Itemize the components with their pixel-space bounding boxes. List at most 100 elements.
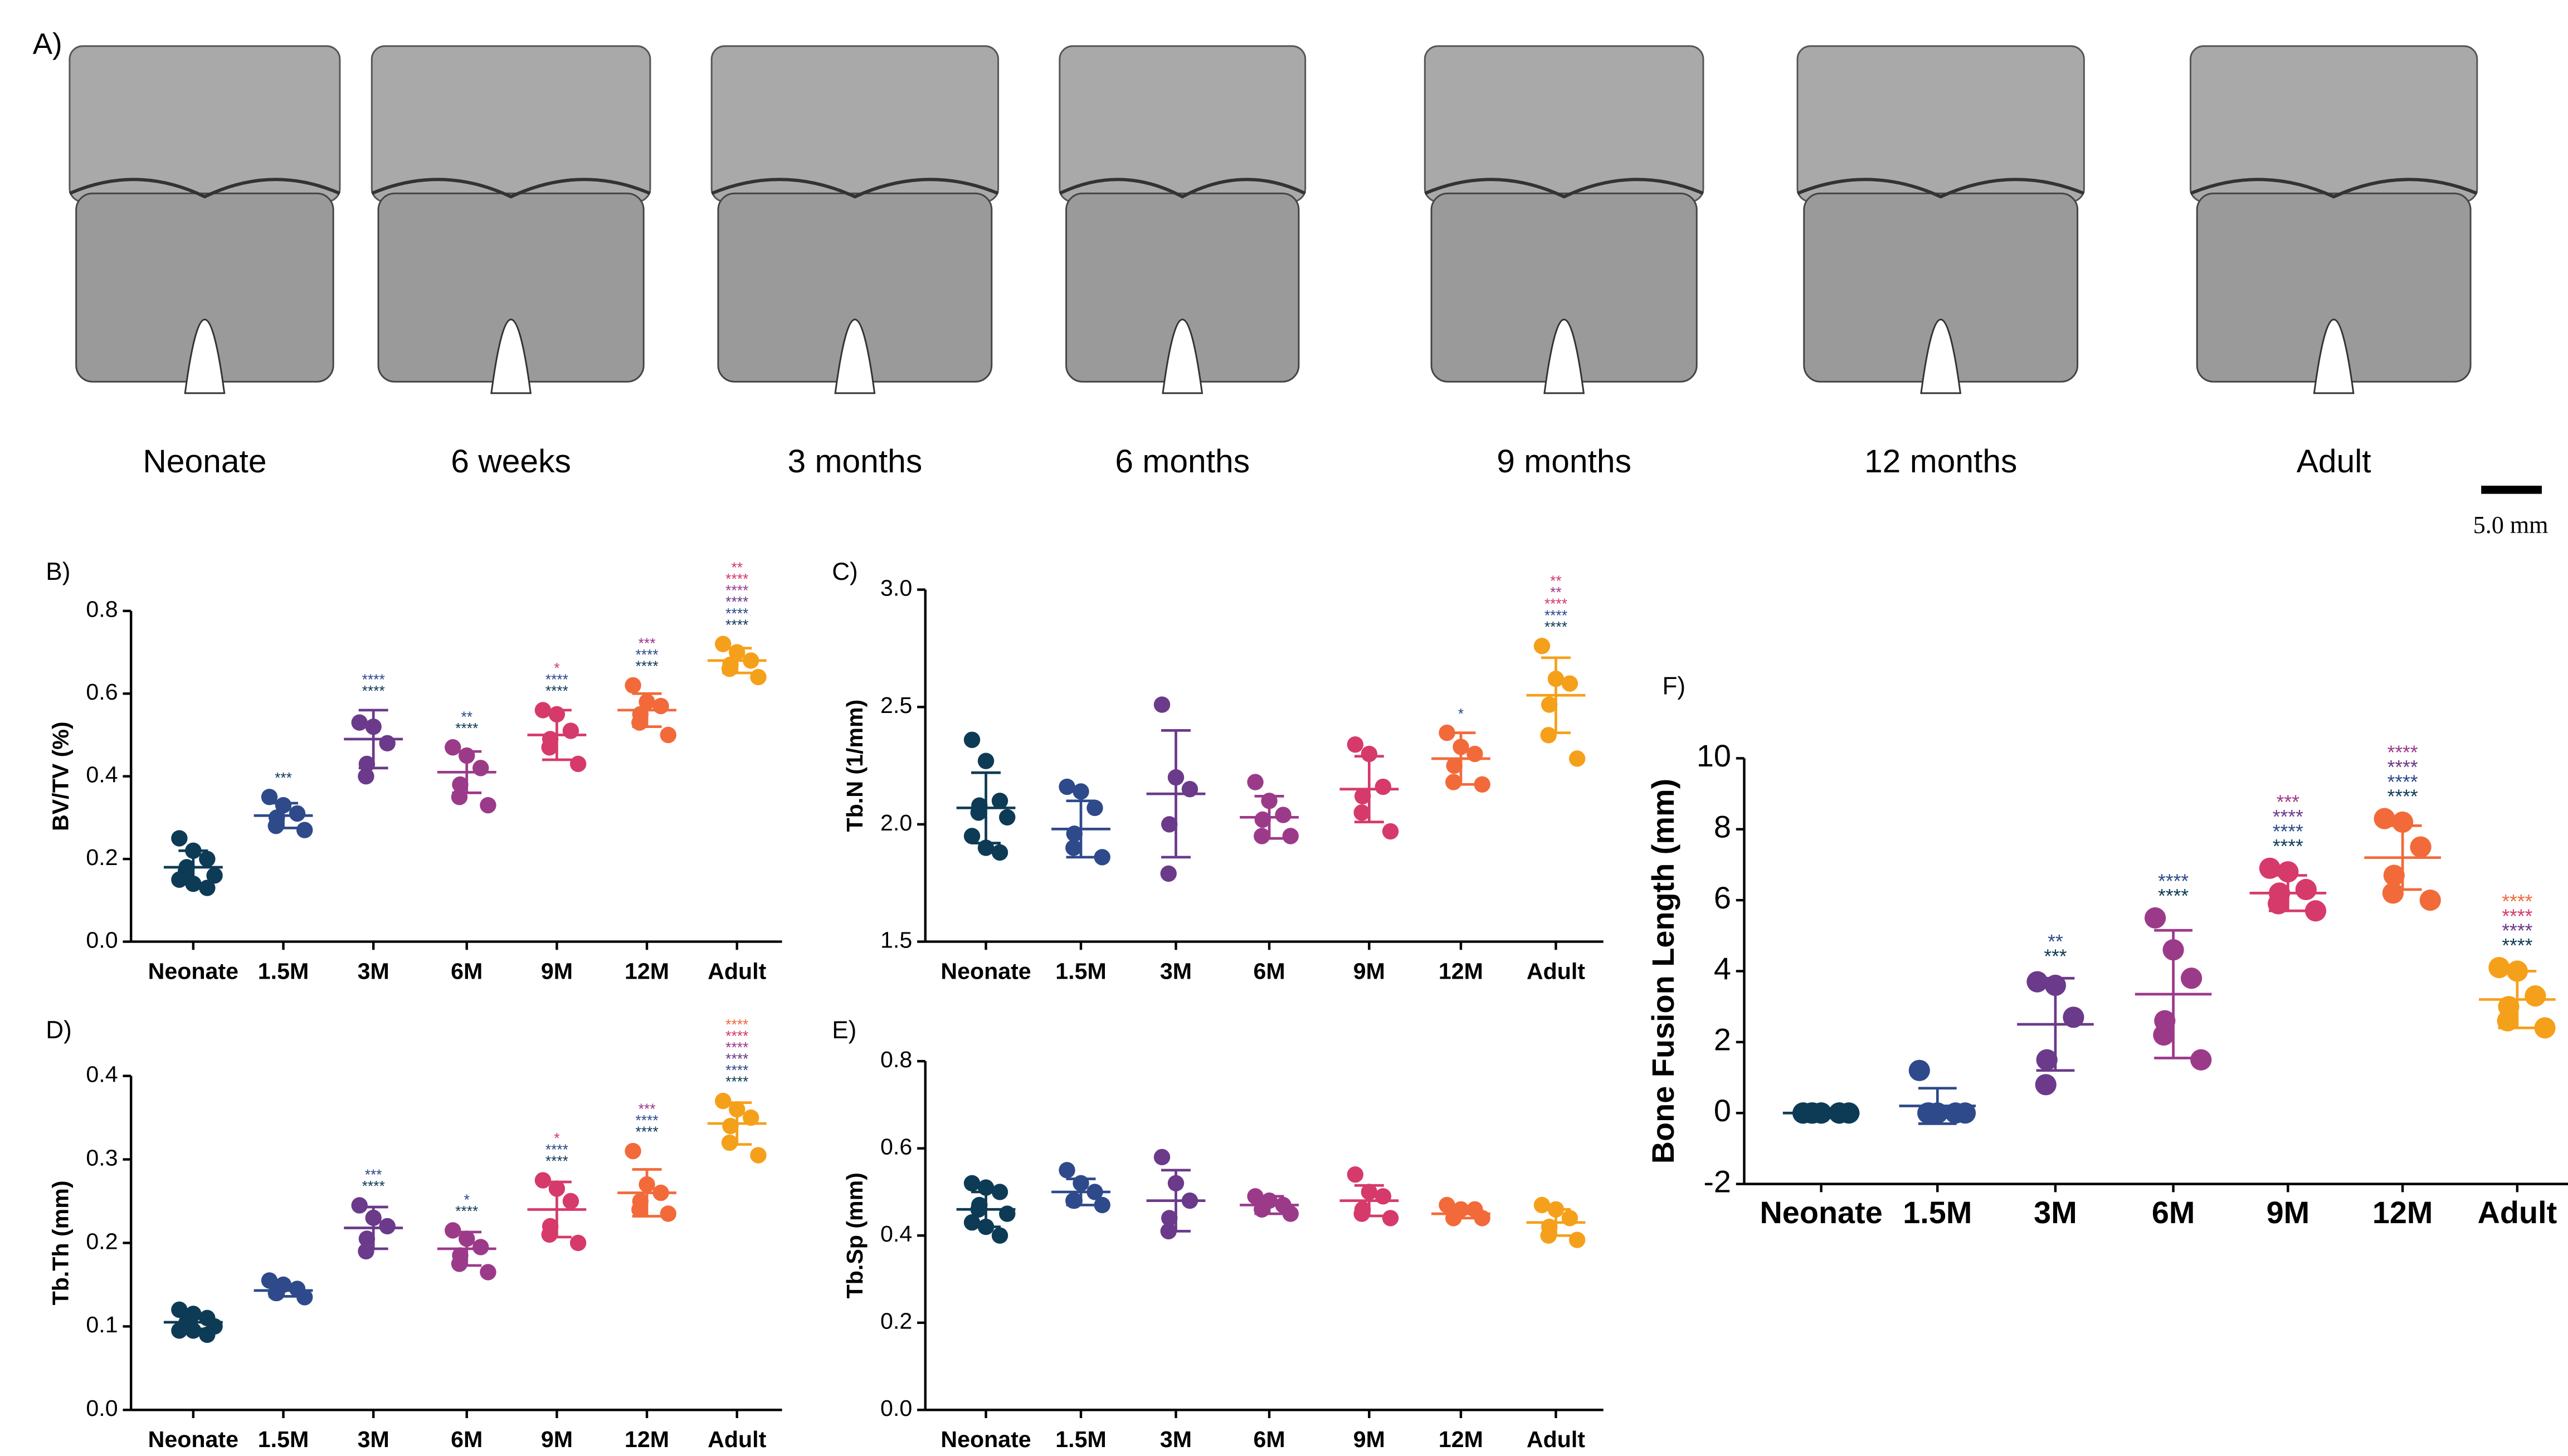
y-tick-label: 2 <box>1714 1022 1731 1057</box>
data-point <box>1347 1166 1363 1183</box>
data-point <box>1382 823 1398 839</box>
y-tick-label: 0.8 <box>880 1047 912 1072</box>
data-point <box>570 1235 586 1251</box>
data-point <box>1275 807 1291 823</box>
y-axis-label: Bone Fusion Length (mm) <box>1645 779 1680 1164</box>
y-tick-label: 10 <box>1697 738 1731 773</box>
significance-stars: **** <box>455 720 478 736</box>
x-tick-label: 1.5M <box>258 1426 309 1452</box>
x-tick-label: Neonate <box>941 958 1031 984</box>
data-point <box>379 735 395 751</box>
significance-stars: **** <box>725 617 748 633</box>
data-point <box>1534 1197 1550 1213</box>
data-point <box>541 739 557 755</box>
x-tick-label: 12M <box>1439 1426 1483 1452</box>
bone-upper <box>1797 46 2084 202</box>
panel-label: F) <box>1663 673 1686 700</box>
x-tick-label: 1.5M <box>1903 1195 1972 1230</box>
data-point <box>1569 1232 1585 1248</box>
y-axis-label: BV/TV (%) <box>48 721 74 831</box>
significance-stars: **** <box>545 683 568 700</box>
data-point <box>1247 774 1263 790</box>
x-tick-label: Adult <box>708 1426 766 1452</box>
data-point <box>1375 779 1391 795</box>
data-point <box>1534 638 1550 654</box>
x-tick-label: 3M <box>358 958 389 984</box>
x-tick-label: Adult <box>1527 958 1585 984</box>
data-point <box>352 1197 368 1213</box>
y-tick-label: 3.0 <box>880 575 912 600</box>
significance-stars: **** <box>2158 886 2189 907</box>
x-tick-label: 9M <box>541 1426 573 1452</box>
data-point <box>1254 828 1270 844</box>
data-point <box>199 851 215 867</box>
data-point <box>1382 1210 1398 1226</box>
image-caption: 12 months <box>1864 443 2017 480</box>
y-axis-label: Tb.N (1/mm) <box>842 700 868 832</box>
y-tick-label: 4 <box>1714 951 1731 986</box>
data-point <box>999 809 1015 825</box>
data-point <box>750 669 766 685</box>
y-tick-label: 0.0 <box>86 927 118 952</box>
bone-image <box>372 46 650 393</box>
data-point <box>2190 1049 2211 1071</box>
x-tick-label: Neonate <box>1760 1195 1882 1230</box>
x-tick-label: 9M <box>2267 1195 2310 1230</box>
data-point <box>289 805 305 822</box>
x-tick-label: 12M <box>625 1426 669 1452</box>
x-tick-label: 6M <box>2152 1195 2195 1230</box>
data-point <box>1094 849 1110 865</box>
data-point <box>358 768 374 784</box>
data-point <box>660 727 676 743</box>
data-point <box>722 1135 738 1151</box>
data-point <box>541 1227 557 1243</box>
bone-image <box>70 46 340 393</box>
panel-label: D) <box>46 1017 72 1044</box>
scale-bar-label: 5.0 mm <box>2473 511 2548 539</box>
y-tick-label: 0.8 <box>86 597 118 622</box>
x-tick-label: 6M <box>451 1426 483 1452</box>
bone-image <box>1060 46 1305 393</box>
data-point <box>480 797 496 813</box>
significance-stars: **** <box>1544 618 1567 635</box>
data-point <box>379 1218 395 1234</box>
x-tick-label: 3M <box>2034 1195 2077 1230</box>
y-tick-label: 0.2 <box>86 1228 118 1254</box>
significance-stars: * <box>1458 705 1464 722</box>
data-point <box>445 1222 461 1238</box>
x-tick-label: Adult <box>2478 1195 2557 1230</box>
bone-upper <box>70 46 340 202</box>
panel-label: B) <box>46 558 70 585</box>
data-point <box>1154 1149 1170 1165</box>
x-tick-label: 6M <box>1253 1426 1285 1452</box>
data-point <box>563 1193 579 1209</box>
image-caption: 3 months <box>788 443 923 480</box>
image-caption: 6 months <box>1115 443 1250 480</box>
x-tick-label: 6M <box>451 958 483 984</box>
data-point <box>1541 727 1557 743</box>
significance-stars: **** <box>2387 786 2418 808</box>
data-point <box>1569 750 1585 766</box>
page: A) 5.0 mm Neonate6 weeks3 months6 months… <box>0 0 2568 1456</box>
data-point <box>964 1214 980 1230</box>
data-point <box>563 722 579 739</box>
data-point <box>1094 1197 1110 1213</box>
y-axis-label: Tb.Sp (mm) <box>842 1172 868 1298</box>
data-point <box>171 872 187 888</box>
data-point <box>625 677 641 693</box>
x-tick-label: 9M <box>1353 1426 1385 1452</box>
data-point <box>660 1205 676 1222</box>
y-tick-label: 0.0 <box>880 1395 912 1421</box>
data-point <box>352 715 368 731</box>
y-tick-label: 2.0 <box>880 810 912 836</box>
x-tick-label: 9M <box>541 958 573 984</box>
y-tick-label: 8 <box>1714 809 1731 844</box>
data-point <box>1154 696 1170 712</box>
significance-stars: **** <box>635 1123 658 1140</box>
data-point <box>1353 804 1370 820</box>
data-point <box>2153 1024 2174 1045</box>
data-point <box>358 1243 374 1259</box>
data-point <box>1161 866 1177 882</box>
data-point <box>1065 1193 1081 1209</box>
data-point <box>1059 779 1075 795</box>
